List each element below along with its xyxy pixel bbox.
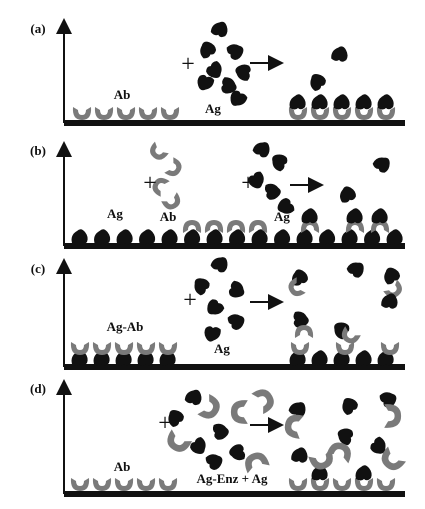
panel-label: (c) — [31, 261, 45, 276]
antibody — [158, 478, 178, 491]
antigen — [228, 443, 246, 462]
antigen — [71, 229, 88, 245]
antibody — [70, 478, 90, 491]
antibody — [138, 107, 158, 120]
antigen — [212, 422, 230, 441]
species-label: Ag-Ab — [107, 319, 144, 334]
antibody — [384, 404, 402, 428]
antigen — [319, 229, 336, 245]
panel-label: (a) — [30, 21, 45, 36]
antigen — [209, 18, 231, 39]
plus-sign: + — [241, 171, 255, 197]
antigen — [184, 229, 201, 245]
antigen — [264, 182, 282, 201]
antigen — [268, 150, 290, 173]
species-label: Ag — [107, 206, 123, 221]
antibody — [354, 107, 374, 120]
antigen — [311, 350, 328, 366]
antigen — [116, 229, 133, 245]
antigen — [226, 310, 248, 332]
antigen — [139, 229, 156, 245]
antigen — [251, 138, 274, 160]
antibody — [241, 449, 270, 474]
antigen — [355, 94, 372, 110]
antibody — [72, 107, 92, 120]
species-label: Ag — [214, 341, 230, 356]
antigen — [187, 435, 211, 458]
antigen — [333, 94, 350, 110]
species-label: Ag — [205, 101, 221, 116]
antibody — [288, 107, 308, 120]
antibody — [136, 342, 156, 355]
antibody — [282, 412, 304, 439]
antigen — [209, 253, 232, 275]
antibody — [114, 342, 134, 355]
antigen — [341, 229, 358, 245]
antibody — [310, 478, 330, 491]
plus-sign: + — [158, 411, 172, 437]
antibody — [310, 107, 330, 120]
antibody — [376, 478, 396, 491]
antigen — [330, 44, 350, 63]
antigen — [337, 394, 361, 417]
antibody — [332, 107, 352, 120]
antigen — [345, 257, 368, 280]
antibody — [94, 107, 114, 120]
antigen — [371, 152, 394, 175]
antibody — [146, 141, 169, 164]
antigen — [196, 38, 218, 60]
antibody — [136, 478, 156, 491]
panel-label: (d) — [30, 381, 46, 396]
antibody — [354, 478, 374, 491]
antibody — [164, 157, 185, 180]
antibody — [288, 478, 308, 491]
antigen — [371, 208, 388, 224]
antibody — [92, 478, 112, 491]
antigen — [289, 94, 306, 110]
antigen — [301, 208, 318, 224]
antigen — [311, 94, 328, 110]
plus-sign: + — [181, 52, 195, 78]
antigen — [161, 229, 178, 245]
antibody — [158, 342, 178, 355]
antigen — [227, 279, 248, 301]
antigen — [274, 229, 291, 245]
antigen — [206, 229, 223, 245]
antigen — [377, 94, 394, 110]
antigen — [183, 386, 205, 407]
antibody — [230, 400, 248, 424]
antigen — [296, 229, 313, 245]
species-label: Ab — [114, 87, 131, 102]
antigen — [203, 297, 226, 320]
species-label: Ag — [274, 209, 290, 224]
antigen — [233, 62, 252, 82]
species-label: Ab — [114, 459, 131, 474]
species-label: Ag-Enz + Ag — [197, 471, 268, 486]
antibody — [116, 107, 136, 120]
antigen — [204, 450, 226, 472]
plus-sign: + — [183, 288, 197, 314]
antibody — [92, 342, 112, 355]
antigen — [337, 184, 358, 204]
plus-sign: + — [143, 171, 157, 197]
antigen — [290, 445, 310, 464]
antibody — [251, 385, 278, 415]
antigen — [355, 465, 372, 481]
antibody — [376, 107, 396, 120]
antigen — [305, 70, 329, 93]
antigen — [355, 350, 372, 366]
species-label: Ab — [160, 209, 177, 224]
antibody — [332, 478, 352, 491]
antigen — [225, 40, 247, 62]
antibody — [160, 107, 180, 120]
antibody — [70, 342, 90, 355]
panel-label: (b) — [30, 143, 46, 158]
antigen — [94, 229, 111, 245]
antigen — [346, 208, 363, 224]
antibody — [114, 478, 134, 491]
